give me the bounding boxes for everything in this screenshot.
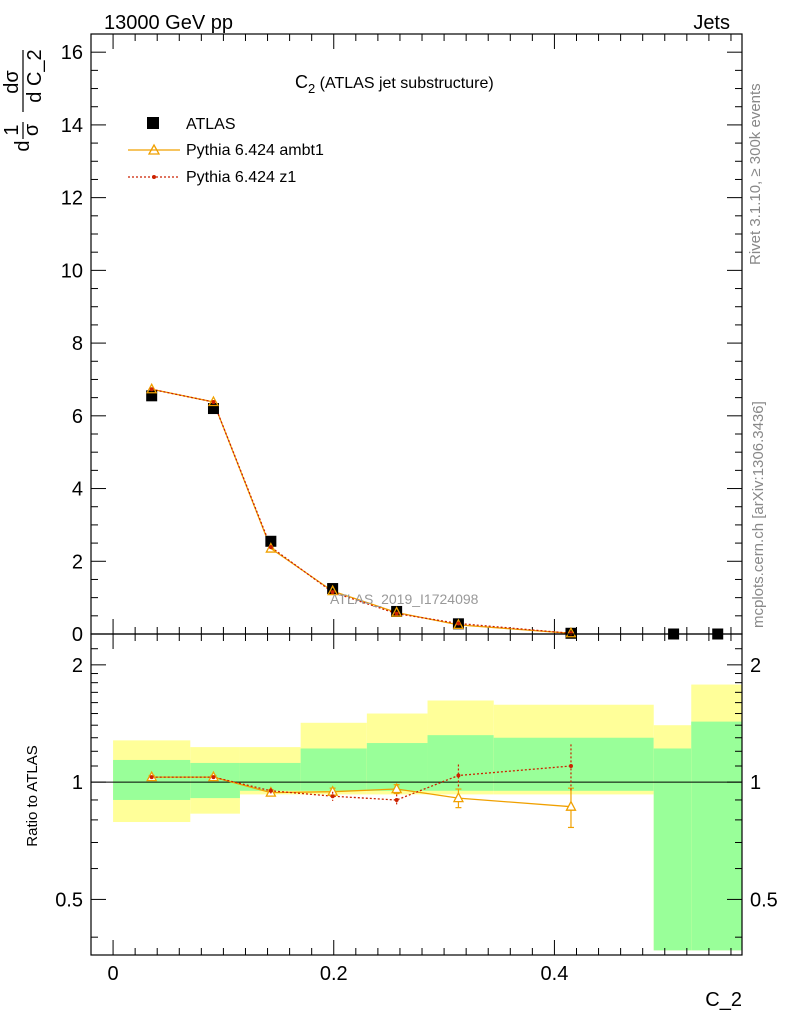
plot-title: C2 (ATLAS jet substructure) bbox=[295, 72, 494, 96]
ylabel-one: 1 bbox=[1, 124, 23, 135]
ratio-ytick-label-right: 0.5 bbox=[750, 889, 778, 911]
main-ytick-label: 2 bbox=[72, 551, 83, 573]
ratio-frame bbox=[90, 633, 743, 956]
data-point-atlas bbox=[265, 535, 277, 547]
data-point-atlas bbox=[207, 403, 219, 415]
main-ytick-label: 16 bbox=[61, 42, 83, 64]
ratio-ytick-label: 2 bbox=[72, 655, 83, 677]
data-point-z1 bbox=[456, 621, 461, 626]
ratio-band-inner bbox=[493, 737, 654, 791]
legend-marker-ambt1 bbox=[147, 143, 161, 155]
ratio-xtick-label: 0 bbox=[108, 963, 119, 985]
xlabel: C_2 bbox=[705, 989, 742, 1011]
ratio-band-inner bbox=[691, 721, 742, 951]
ratio-xtick-label: 0.2 bbox=[320, 963, 348, 985]
ratio-xtick-label: 0.4 bbox=[541, 963, 569, 985]
ratio-point-z1 bbox=[394, 797, 399, 802]
ratio-ylabel: Ratio to ATLAS bbox=[24, 745, 41, 846]
data-point-ambt1 bbox=[391, 606, 403, 617]
main-ytick-label: 14 bbox=[61, 115, 83, 137]
rivet-label: Rivet 3.1.10, ≥ 300k events bbox=[747, 83, 764, 265]
title-suffix: (ATLAS jet substructure) bbox=[315, 75, 493, 92]
legend-marker-atlas bbox=[147, 117, 159, 129]
ratio-axes: 0.5 0.5 1 1 2 2 0 0.2 0.4 bbox=[55, 633, 778, 985]
data-point-z1 bbox=[568, 631, 573, 636]
ratio-band-inner bbox=[300, 748, 367, 791]
ratio-band-inner bbox=[427, 735, 494, 791]
mcplots-label: mcplots.cern.ch [arXiv:1306.3436] bbox=[750, 401, 767, 628]
ratio-ytick-label-right: 2 bbox=[750, 655, 761, 677]
main-ylabel: d 1 σ dσ d C_2 bbox=[1, 49, 46, 151]
ratio-ytick-label: 1 bbox=[72, 772, 83, 794]
legend: ATLAS Pythia 6.424 ambt1 Pythia 6.424 z1 bbox=[128, 116, 324, 186]
title-sub: 2 bbox=[308, 81, 315, 96]
title-main: C bbox=[295, 72, 308, 92]
data-point-z1 bbox=[330, 590, 335, 595]
main-ytick-label: 12 bbox=[61, 188, 83, 210]
data-point-z1 bbox=[268, 545, 273, 550]
ratio-point-z1 bbox=[330, 794, 335, 799]
ratio-band-inner bbox=[653, 748, 692, 951]
main-axes: 0 2 4 6 8 10 12 14 16 bbox=[61, 33, 743, 646]
ylabel-dsigma: dσ bbox=[1, 70, 23, 94]
main-ytick-label: 10 bbox=[61, 260, 83, 282]
data-point-ambt1 bbox=[565, 626, 577, 638]
legend-label-atlas: ATLAS bbox=[186, 116, 236, 133]
ratio-point-z1 bbox=[268, 788, 273, 793]
legend-marker-z1 bbox=[152, 175, 156, 179]
data-point-atlas bbox=[327, 583, 339, 595]
legend-label-z1: Pythia 6.424 z1 bbox=[186, 169, 296, 186]
ylabel-d: d bbox=[12, 140, 34, 151]
ratio-point-z1 bbox=[211, 775, 216, 780]
header-left: 13000 GeV pp bbox=[104, 12, 233, 34]
ylabel-sigma: σ bbox=[21, 123, 43, 136]
ratio-point-z1 bbox=[149, 775, 154, 780]
ratio-band-inner bbox=[239, 762, 301, 791]
ratio-ytick-label-right: 1 bbox=[750, 772, 761, 794]
data-point-z1 bbox=[211, 400, 216, 404]
main-ytick-label: 8 bbox=[72, 333, 83, 355]
main-ytick-label: 6 bbox=[72, 406, 83, 428]
ratio-bands bbox=[113, 684, 742, 951]
ratio-series bbox=[146, 744, 577, 829]
data-point-ambt1 bbox=[327, 584, 339, 596]
header-right: Jets bbox=[693, 12, 730, 34]
legend-label-ambt1: Pythia 6.424 ambt1 bbox=[186, 142, 324, 159]
ratio-point-z1 bbox=[568, 764, 573, 769]
main-ytick-label: 0 bbox=[72, 624, 83, 646]
ylabel-dc2: d C_2 bbox=[24, 49, 46, 102]
data-point-z1 bbox=[394, 611, 399, 616]
ratio-point-ambt1 bbox=[565, 800, 577, 811]
data-point-atlas bbox=[146, 390, 158, 402]
data-point-z1 bbox=[149, 387, 154, 392]
ratio-point-ambt1 bbox=[452, 791, 465, 803]
ratio-point-ambt1 bbox=[391, 782, 403, 794]
ratio-point-z1 bbox=[456, 773, 461, 778]
data-point-ambt1 bbox=[207, 395, 220, 407]
main-ytick-label: 4 bbox=[72, 479, 83, 501]
ratio-ytick-label: 0.5 bbox=[55, 889, 83, 911]
watermark: ATLAS_2019_I1724098 bbox=[330, 591, 479, 607]
data-point-atlas bbox=[391, 605, 403, 617]
ratio-band-inner bbox=[366, 743, 428, 791]
data-point-ambt1 bbox=[146, 382, 158, 394]
data-point-ambt1 bbox=[265, 542, 277, 553]
data-point-ambt1 bbox=[452, 618, 465, 630]
